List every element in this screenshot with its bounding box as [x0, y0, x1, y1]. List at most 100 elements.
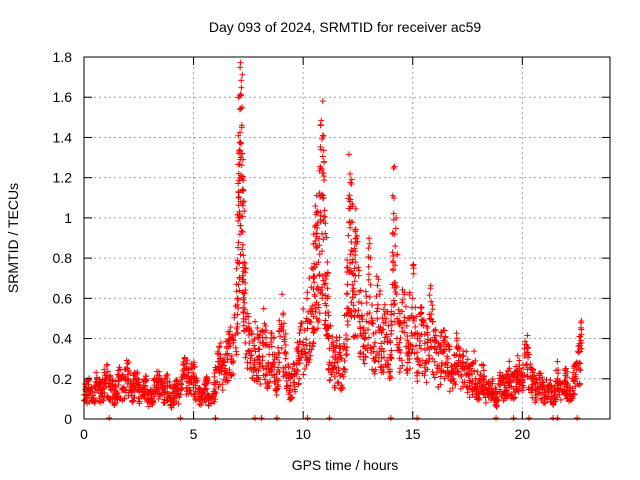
data-point	[485, 385, 492, 392]
data-point	[362, 330, 369, 337]
data-point	[344, 351, 351, 358]
data-point	[266, 378, 273, 385]
data-point	[428, 311, 435, 318]
data-point	[173, 398, 180, 405]
data-point	[506, 358, 513, 365]
data-point	[294, 368, 301, 375]
data-point	[329, 333, 336, 340]
data-point	[339, 384, 346, 391]
data-point	[428, 316, 435, 323]
data-point	[253, 366, 260, 373]
data-point	[396, 320, 403, 327]
data-point	[225, 377, 232, 384]
data-point	[237, 129, 244, 136]
data-point	[392, 225, 399, 232]
data-point	[221, 359, 228, 366]
data-point	[351, 245, 358, 252]
data-point	[563, 383, 570, 390]
data-point	[247, 360, 254, 366]
data-point	[537, 383, 544, 390]
data-point	[268, 368, 275, 375]
data-point	[430, 371, 437, 378]
data-point	[233, 265, 240, 272]
data-point	[374, 282, 381, 289]
data-point	[273, 392, 280, 399]
data-point	[514, 352, 521, 359]
data-point	[361, 336, 368, 343]
data-point	[235, 244, 242, 251]
data-point	[368, 314, 375, 321]
data-point	[260, 305, 267, 312]
data-point	[319, 192, 326, 199]
data-point	[321, 207, 328, 214]
data-point	[440, 368, 447, 375]
data-point	[217, 340, 224, 347]
data-point	[322, 220, 329, 227]
data-point	[366, 240, 373, 247]
data-point	[352, 291, 359, 298]
data-point	[317, 216, 324, 223]
chart-title: Day 093 of 2024, SRMTID for receiver ac5…	[209, 19, 482, 35]
data-point	[87, 386, 94, 393]
data-point	[452, 381, 459, 388]
data-point	[103, 362, 110, 369]
data-point	[240, 198, 247, 205]
data-point	[300, 371, 307, 378]
data-point	[236, 287, 243, 294]
data-point	[184, 357, 191, 364]
data-point	[320, 132, 327, 139]
data-point	[122, 386, 129, 393]
y-tick-label: 1	[64, 210, 72, 226]
data-point	[267, 330, 274, 337]
data-point	[404, 370, 411, 377]
data-point	[235, 180, 242, 187]
data-point	[568, 394, 575, 401]
data-point	[361, 360, 368, 367]
data-point	[325, 365, 332, 372]
data-point	[364, 347, 371, 354]
data-point	[370, 330, 377, 337]
data-point	[460, 383, 467, 390]
data-point	[414, 349, 421, 356]
data-point	[342, 366, 349, 373]
data-point	[537, 370, 544, 377]
data-point	[242, 279, 249, 286]
data-point	[504, 392, 511, 399]
data-point	[355, 264, 362, 271]
data-point	[166, 382, 173, 389]
data-point	[257, 328, 264, 335]
data-point	[313, 245, 320, 252]
data-point	[265, 360, 272, 367]
data-point	[276, 350, 283, 357]
data-point	[388, 311, 395, 318]
data-point-zero	[554, 414, 561, 421]
data-point	[576, 380, 583, 387]
data-point	[187, 375, 194, 382]
data-point	[367, 344, 374, 351]
data-point	[445, 368, 452, 375]
data-point	[112, 378, 119, 385]
data-point	[236, 231, 243, 238]
data-point	[108, 377, 115, 384]
data-point	[442, 333, 449, 340]
data-point	[346, 192, 353, 199]
data-point	[455, 343, 462, 350]
data-point	[347, 224, 354, 231]
data-point	[366, 294, 373, 301]
data-point	[386, 369, 393, 376]
data-point	[325, 293, 332, 300]
data-point	[275, 377, 282, 384]
data-point	[95, 387, 102, 394]
data-point	[349, 281, 356, 288]
data-point	[465, 370, 472, 377]
data-point	[226, 328, 233, 335]
data-point	[249, 374, 256, 381]
data-point	[391, 310, 398, 317]
data-point	[246, 348, 253, 355]
data-point	[107, 396, 114, 403]
data-point	[205, 392, 212, 399]
data-point	[239, 156, 246, 163]
data-point	[496, 381, 503, 388]
data-point	[136, 400, 143, 407]
data-point	[293, 371, 300, 378]
